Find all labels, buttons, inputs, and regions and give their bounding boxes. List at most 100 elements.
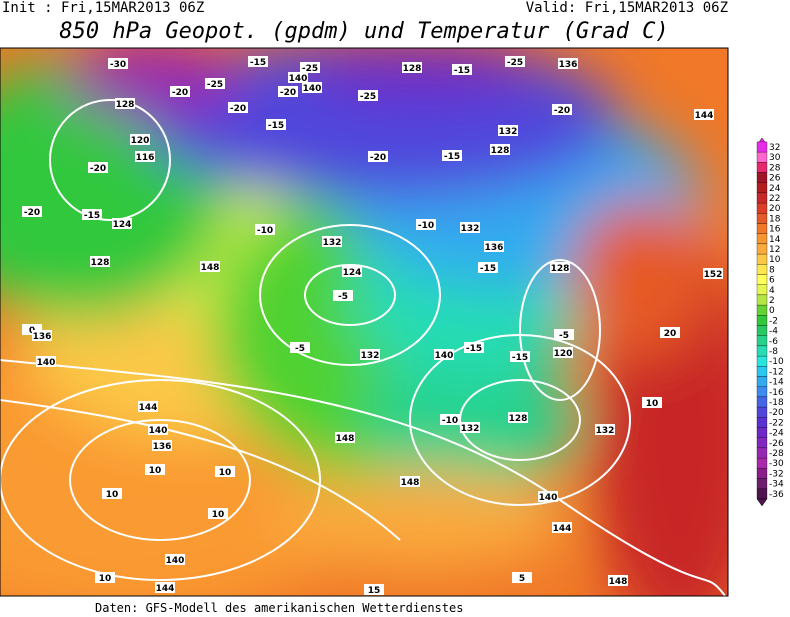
colorbar-label: -8: [769, 347, 778, 357]
label-box: [155, 582, 175, 593]
colorbar-swatch: [756, 427, 768, 438]
contour-label: 152: [704, 270, 723, 280]
contour-label: 10: [646, 399, 659, 409]
contour-label: -20: [280, 88, 296, 98]
colorbar-swatch: [756, 294, 768, 306]
colorbar-label: -32: [769, 469, 784, 479]
contour-label: 128: [551, 264, 570, 274]
label-box: [342, 266, 362, 277]
label-box: [32, 330, 52, 341]
contour-label: -15: [480, 264, 496, 274]
colorbar-label: -12: [769, 367, 784, 377]
contour-label: 140: [289, 74, 308, 84]
colorbar-swatch: [756, 172, 768, 183]
label-box: [510, 351, 530, 362]
colorbar-label: -24: [769, 429, 784, 439]
contour-label: 148: [201, 263, 220, 273]
colorbar-swatch: [756, 304, 768, 316]
label-box: [498, 125, 518, 136]
contour-label: -20: [230, 104, 246, 114]
colorbar-swatch: [756, 406, 768, 418]
colorbar-label: 8: [769, 265, 775, 275]
colorbar-swatch: [756, 274, 768, 285]
contour-label: 116: [136, 153, 155, 163]
colorbar-swatch: [756, 233, 768, 245]
label-box: [368, 151, 388, 162]
map-title: 850 hPa Geopot. (gpdm) und Temperatur (G…: [59, 19, 668, 44]
label-box: [248, 56, 268, 67]
contour-label: 124: [343, 268, 362, 278]
label-box: [364, 584, 384, 595]
colorbar-swatch: [756, 223, 768, 234]
colorbar-label: -18: [769, 398, 784, 408]
colorbar-label: -6: [769, 337, 778, 347]
label-box: [434, 349, 454, 360]
contour-label: -25: [302, 64, 318, 74]
contour-label: 140: [539, 493, 558, 503]
contour-label: 128: [91, 258, 110, 268]
contour-label: 144: [139, 403, 158, 413]
label-box: [550, 262, 570, 273]
colorbar-swatch: [756, 315, 768, 326]
colorbar-label: -10: [769, 357, 784, 367]
label-box: [464, 342, 484, 353]
colorbar-label: -2: [769, 316, 778, 326]
colorbar-label: -26: [769, 439, 784, 449]
label-box: [335, 432, 355, 443]
contour-label: 140: [303, 84, 322, 94]
colorbar-swatch: [756, 162, 768, 173]
contour-label: -10: [418, 221, 434, 231]
label-box: [200, 261, 220, 272]
colorbar-swatch: [756, 488, 768, 500]
colorbar-label: 4: [769, 286, 775, 296]
label-box: [358, 90, 378, 101]
colorbar-swatch: [756, 243, 768, 255]
valid-time: Valid: Fri,15MAR2013 06Z: [526, 0, 728, 16]
contour-label: 10: [99, 574, 112, 584]
label-box: [642, 397, 662, 408]
contour-label: 132: [499, 127, 518, 137]
label-box: [205, 78, 225, 89]
contour-label: 144: [695, 111, 714, 121]
colorbar-label: 32: [769, 143, 780, 153]
colorbar-swatch: [756, 417, 768, 428]
contour-label: 10: [106, 490, 119, 500]
contour-label: -5: [338, 292, 348, 302]
contour-label: 140: [166, 556, 185, 566]
contour-label: 5: [519, 574, 525, 584]
contour-label: 132: [323, 238, 342, 248]
label-box: [102, 488, 122, 499]
label-box: [36, 356, 56, 367]
colorbar-label: 2: [769, 296, 775, 306]
colorbar-label: 26: [769, 174, 781, 184]
label-box: [145, 464, 165, 475]
label-box: [115, 98, 135, 109]
label-box: [112, 218, 132, 229]
colorbar-swatch: [756, 468, 768, 479]
label-box: [95, 572, 115, 583]
label-box: [478, 262, 498, 273]
contour-label: -5: [559, 331, 569, 341]
label-box: [442, 150, 462, 161]
contour-label: -15: [268, 121, 284, 131]
contour-label: 128: [116, 100, 135, 110]
label-box: [288, 72, 308, 83]
colorbar-swatch: [756, 396, 768, 408]
colorbar-swatch: [756, 325, 768, 336]
colorbar-label: 20: [769, 204, 781, 214]
contour-label: 136: [485, 243, 504, 253]
label-box: [558, 58, 578, 69]
colorbar-swatch: [756, 437, 768, 449]
label-box: [333, 290, 353, 301]
colorbar-label: 14: [769, 235, 781, 245]
label-box: [595, 424, 615, 435]
label-box: [608, 575, 628, 586]
colorbar-swatch: [756, 213, 768, 224]
contour-label: -20: [554, 106, 570, 116]
label-box: [554, 329, 574, 340]
colorbar-label: -36: [769, 490, 784, 500]
contour-label: 120: [131, 136, 150, 146]
label-box: [694, 109, 714, 120]
label-box: [460, 422, 480, 433]
contour-label: 128: [509, 414, 528, 424]
